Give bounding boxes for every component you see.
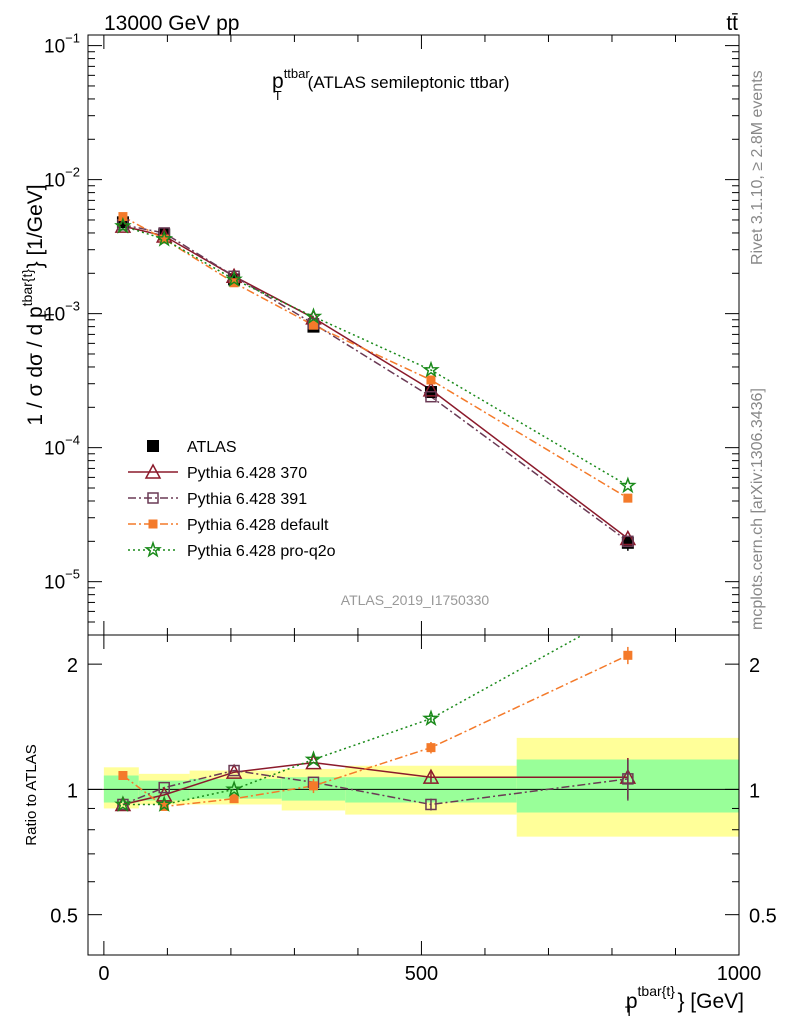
ratio-series-line — [122, 761, 628, 806]
main-y-tick-label: 10−3 — [44, 299, 80, 326]
main-y-label: 1 / σ dσ / d ptbar{t}T} [1/GeV] — [19, 184, 57, 425]
ratio-data-point — [621, 603, 634, 616]
x-tick-label: 0 — [98, 963, 109, 985]
ratio-y-tick-label: 1 — [67, 780, 78, 802]
main-data-point — [422, 381, 440, 397]
main-series-markers — [114, 212, 637, 551]
header-process: tt̄ — [726, 12, 738, 35]
header-energy: 13000 GeV pp — [104, 12, 239, 35]
x-tick-label: 500 — [405, 963, 438, 985]
main-data-point — [118, 212, 128, 222]
legend-entry: Pythia 6.428 370 — [128, 463, 307, 482]
ratio-data-point — [425, 798, 437, 811]
main-data-point — [425, 390, 437, 403]
ratio-data-point — [228, 764, 240, 777]
main-data-point — [422, 360, 440, 378]
legend-entry: Pythia 6.428 default — [128, 517, 329, 534]
ratio-y-tick-label-right: 2 — [749, 655, 760, 677]
ratio-data-point — [225, 763, 243, 779]
main-data-point — [225, 270, 243, 287]
ratio-uncertainty-bands — [103, 737, 739, 837]
ratio-frame — [87, 634, 740, 956]
ratio-series-markers — [114, 603, 637, 812]
ratio-data-point — [422, 709, 440, 727]
ratio-data-point — [426, 743, 436, 753]
legend-marker — [147, 440, 159, 452]
main-data-point — [619, 529, 637, 546]
main-series-line — [122, 225, 629, 540]
ratio-y-tick-label: 0.5 — [50, 906, 78, 928]
main-data-point — [308, 320, 318, 330]
ratio-data-point — [229, 794, 239, 804]
main-panel: 10−5 10−4 10−3 10−2 10−1 — [44, 31, 740, 636]
ratio-data-point — [422, 768, 440, 784]
ratio-data-point — [158, 781, 170, 794]
ratio-data-point — [155, 786, 173, 802]
legend-marker — [144, 540, 162, 558]
legend-label: Pythia 6.428 default — [187, 517, 329, 534]
main-series-line — [122, 224, 629, 542]
main-data-point — [114, 216, 132, 234]
ratio-y-tick-label: 2 — [67, 655, 78, 677]
x-axis-label: ptbar{t} T} [GeV] — [625, 983, 744, 1019]
main-y-tick-label: 10−1 — [44, 31, 80, 58]
main-data-point — [116, 216, 129, 229]
main-data-point — [623, 493, 633, 503]
main-y-axis: 10−5 10−4 10−3 10−2 10−1 — [44, 31, 740, 636]
main-y-tick-label: 10−2 — [44, 165, 80, 192]
ratio-y-label: Ratio to ATLAS — [23, 744, 40, 845]
ratio-data-point — [308, 781, 318, 791]
main-y-tick-label: 10−4 — [44, 433, 80, 460]
ratio-panel: 0.5 0.5 1 1 2 2 0 500 1000 — [50, 603, 777, 985]
x-tick-label: 1000 — [717, 963, 762, 985]
ratio-data-point — [114, 795, 132, 812]
ratio-y-tick-label-right: 1 — [749, 780, 760, 802]
legend-label: ATLAS — [187, 439, 237, 456]
main-data-point — [155, 229, 174, 247]
mcplots-label: mcplots.cern.ch [arXiv:1306.3436] — [749, 388, 766, 630]
ratio-series-line — [122, 769, 628, 806]
ratio-series-line — [122, 635, 584, 806]
ratio-data-point — [622, 773, 634, 785]
ratio-data-point — [155, 795, 174, 812]
legend: ATLAS Pythia 6.428 370 Pythia 6.428 391 Pyt… — [128, 439, 336, 560]
legend-label: Pythia 6.428 370 — [187, 465, 307, 482]
main-data-point — [426, 375, 436, 385]
legend-label: Pythia 6.428 pro-q2o — [187, 543, 336, 560]
legend-entry: ATLAS — [147, 439, 237, 456]
analysis-id: ATLAS_2019_I1750330 — [341, 592, 490, 608]
legend-label: Pythia 6.428 391 — [187, 491, 307, 508]
main-y-tick-label: 10−5 — [44, 567, 80, 594]
ratio-data-point — [623, 650, 633, 660]
ratio-band-inner — [138, 780, 190, 801]
rivet-label: Rivet 3.1.10, ≥ 2.8M events — [749, 70, 766, 265]
ratio-y-tick-label-right: 0.5 — [749, 906, 777, 928]
legend-marker — [148, 519, 158, 529]
legend-marker — [144, 463, 162, 479]
main-data-point — [622, 535, 634, 548]
main-series-line — [122, 215, 629, 499]
ratio-data-point — [118, 771, 128, 781]
legend-entry: Pythia 6.428 391 — [128, 491, 307, 508]
main-data-point — [619, 476, 637, 494]
main-data-point — [159, 234, 169, 244]
main-frame — [87, 34, 740, 636]
ratio-data-point — [225, 780, 243, 797]
ratio-data-point — [304, 750, 323, 768]
legend-marker — [147, 492, 159, 504]
legend-entry: Pythia 6.428 pro-q2o — [128, 540, 336, 560]
main-data-point — [304, 307, 323, 325]
ratio-axes: 0.5 0.5 1 1 2 2 0 500 1000 — [50, 635, 777, 985]
chart-title: pttbar T(ATLAS semileptonic ttbar) — [272, 66, 510, 103]
